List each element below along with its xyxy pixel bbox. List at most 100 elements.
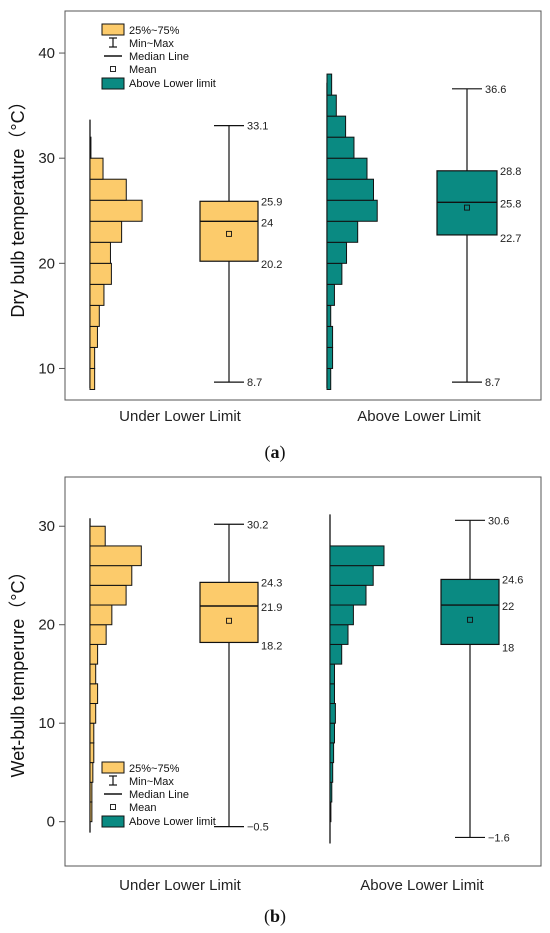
histogram-bar: [89, 545, 142, 567]
histogram-bar: [326, 94, 337, 117]
legend-swatch-above: [101, 815, 125, 828]
histogram-bar: [326, 73, 333, 96]
y-ticks-a: 10 20 30 40: [38, 45, 65, 377]
legend-label-iqr: 25%~75%: [129, 25, 180, 37]
median-value-label: 21.9: [261, 602, 282, 614]
mean-marker: [464, 204, 470, 211]
histogram-bar: [89, 262, 112, 285]
chart-panel-b: Wet-bulb temperure（°C） 0 10 20 30 30.2 24.3 2…: [8, 476, 542, 927]
q1-value-label: 18.2: [261, 640, 282, 652]
box-iqr: [199, 581, 259, 644]
histogram-bar: [89, 604, 113, 626]
min-value-label: 8.7: [247, 377, 262, 389]
legend-swatch-iqr: [101, 23, 125, 36]
legend-swatch-above: [101, 77, 125, 90]
histogram-bar: [89, 325, 98, 348]
y-ticks-b: 0 10 20 30: [38, 518, 65, 831]
histogram-bar: [89, 241, 111, 264]
histogram-bar: [329, 643, 343, 665]
histogram-bar: [89, 683, 99, 705]
min-value-label: 8.7: [485, 377, 500, 389]
y-tick-label: 10: [38, 360, 55, 377]
histogram-bar: [89, 199, 143, 222]
legend-mean-marker: [110, 804, 116, 810]
legend-label-mean: Mean: [129, 802, 157, 814]
histogram-bar: [329, 565, 374, 586]
y-tick-label: 30: [38, 518, 55, 535]
histogram-bar: [329, 683, 335, 705]
median-value-label: 22: [502, 601, 514, 613]
legend-label-mean: Mean: [129, 64, 157, 76]
boxes-a: 33.1 25.9 24 20.2 8.7 36.6 28.8 25.8 22.7 8.7: [199, 84, 521, 389]
y-tick-label: 40: [38, 45, 55, 62]
legend-swatch-iqr: [101, 761, 125, 774]
y-tick-label: 0: [47, 814, 55, 831]
legend-mean-marker: [110, 66, 116, 72]
histogram-bar: [89, 624, 107, 645]
histogram-bar: [89, 584, 127, 606]
histogram-bar: [89, 525, 106, 547]
median-value-label: 24: [261, 217, 273, 229]
histogram-bar: [329, 762, 334, 783]
y-tick-label: 20: [38, 617, 55, 634]
y-tick-label: 10: [38, 715, 55, 732]
plot-frame-a: [64, 10, 542, 401]
legend-label-minmax: Min~Max: [129, 776, 174, 788]
y-tick-label: 20: [38, 255, 55, 272]
max-value-label: 30.6: [488, 515, 509, 527]
histogram-bar: [326, 136, 355, 159]
histograms-a: [89, 73, 378, 390]
histogram-bar: [89, 157, 104, 180]
legend-label-median: Median Line: [129, 789, 189, 801]
histogram-bar: [326, 241, 348, 264]
histogram-bar: [89, 346, 96, 369]
histogram-bar: [89, 742, 95, 764]
histogram-bar: [326, 220, 359, 243]
legend-label-above: Above Lower limit: [129, 816, 216, 828]
histogram-bar: [326, 346, 334, 369]
histogram-bar: [89, 762, 94, 783]
histogram-bar: [329, 703, 336, 724]
box-iqr: [440, 578, 500, 646]
q3-value-label: 24.6: [502, 574, 523, 586]
histogram-bar: [89, 663, 97, 685]
max-value-label: 33.1: [247, 121, 268, 133]
histogram-bar: [329, 781, 333, 803]
histogram-bar: [326, 325, 334, 348]
histogram-bar: [329, 545, 385, 567]
category-label-under-a: Under Lower Limit: [119, 408, 242, 425]
histogram-bar: [329, 663, 335, 685]
max-value-label: 36.6: [485, 84, 506, 96]
q3-value-label: 25.9: [261, 196, 282, 208]
histogram-bar: [326, 115, 347, 138]
legend-label-median: Median Line: [129, 51, 189, 63]
chart-panel-a: Dry bulb temperature（°C） 10 20 30 40 33.1 25…: [8, 10, 542, 463]
histogram-bar: [329, 584, 367, 606]
boxes-b: 30.2 24.3 21.9 18.2 −0.5 30.6 24.6 22 18 −1.6: [199, 515, 523, 844]
median-value-label: 25.8: [500, 198, 521, 210]
histogram-bar: [89, 565, 133, 586]
histogram-bar: [329, 742, 335, 764]
histogram-bar: [326, 262, 343, 285]
category-label-above-b: Above Lower Limit: [360, 877, 484, 894]
q3-value-label: 28.8: [500, 166, 521, 178]
histogram-bar: [326, 199, 378, 222]
histogram-bar: [89, 367, 96, 390]
legend-label-above: Above Lower limit: [129, 78, 216, 90]
y-axis-title-b: Wet-bulb temperure（°C）: [8, 563, 28, 778]
category-label-under-b: Under Lower Limit: [119, 877, 242, 894]
histogram-bar: [89, 722, 95, 744]
legend-label-minmax: Min~Max: [129, 38, 174, 50]
histogram-bar: [89, 178, 127, 201]
mean-marker: [226, 230, 232, 237]
histogram-bar: [89, 643, 99, 665]
histogram-bar: [329, 604, 354, 626]
y-tick-label: 30: [38, 150, 55, 167]
caption-b: (b): [264, 906, 286, 927]
histogram-bar: [89, 283, 105, 306]
mean-marker: [226, 617, 232, 624]
category-label-above-a: Above Lower Limit: [357, 408, 481, 425]
